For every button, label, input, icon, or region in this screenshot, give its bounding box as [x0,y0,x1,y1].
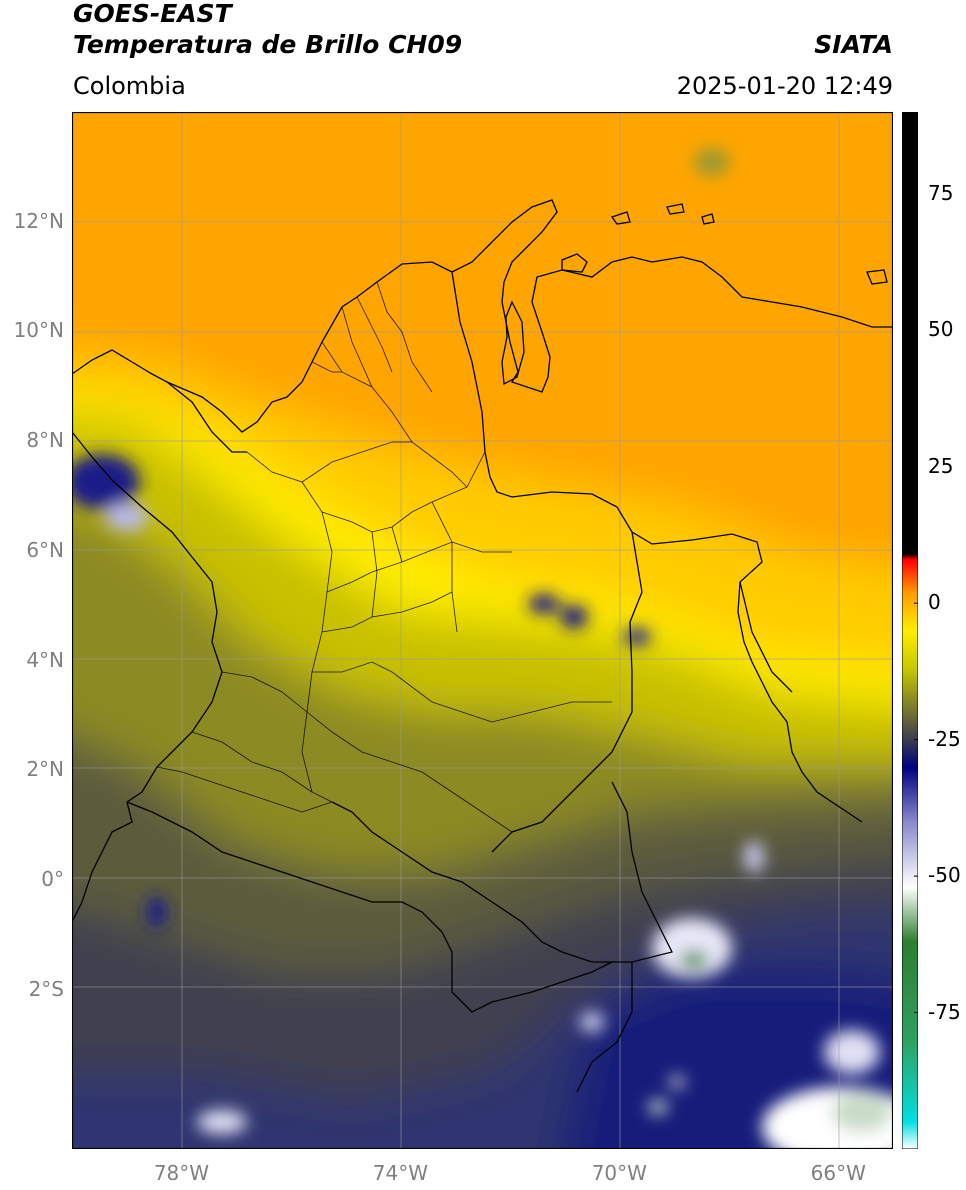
colorbar-tick-label: -50 [928,863,961,888]
colorbar-tick-label: 50 [928,317,954,342]
colorbar-tick-label: 25 [928,453,954,478]
latitude-label: 12°N [13,208,64,233]
colorbar-tick-label: -25 [928,726,961,751]
border-colombia-brazil [331,781,673,963]
graticule [72,112,893,1149]
latitude-label: 2°S [28,976,64,1001]
region-label: Colombia [73,72,186,100]
longitude-label: 70°W [591,1161,647,1185]
longitude-label: 74°W [372,1161,428,1185]
colorbar-tick-label: 0 [928,590,941,615]
latitude-label: 6°N [26,537,64,562]
border-venezuela-brazil [491,531,643,853]
datetime-label: 2025-01-20 12:49 [676,72,893,100]
peninsula-paraguana [561,253,588,273]
colorbar-tick-label: -75 [928,999,961,1024]
island-curacao [666,203,685,215]
lake-maracaibo [501,300,525,386]
island-trinidad [866,269,888,285]
latitude-label: 8°N [26,428,64,453]
title-line-2: Temperatura de Brillo CH09 [73,30,463,59]
coastline-pacific [72,431,223,923]
title-line-1: GOES-EAST [73,0,232,28]
latitude-label: 2°N [26,757,64,782]
border-peru-brazil [576,962,633,1093]
colorbar [902,112,918,1149]
border-panama-colombia [166,381,247,453]
colorbar-tick-label: 75 [928,180,954,205]
internal-divisions [156,281,612,833]
longitude-label: 66°W [810,1161,866,1185]
cold-cloud-cells [72,148,893,1149]
border-colombia-venezuela [451,271,863,823]
coastline-caribbean [72,199,893,433]
latitude-label: 0° [41,867,64,892]
brightness-temperature-map [72,112,893,1149]
island-bonaire [701,213,715,225]
island-aruba [610,211,631,225]
temperature-field [72,112,893,1149]
border-colombia-ecuador-peru [126,801,613,1013]
border-venezuela-guyana [739,581,793,693]
borders [72,199,893,1093]
latitude-label: 10°N [13,318,64,343]
latitude-label: 4°N [26,647,64,672]
longitude-label: 78°W [153,1161,210,1185]
source-label: SIATA [814,30,893,59]
